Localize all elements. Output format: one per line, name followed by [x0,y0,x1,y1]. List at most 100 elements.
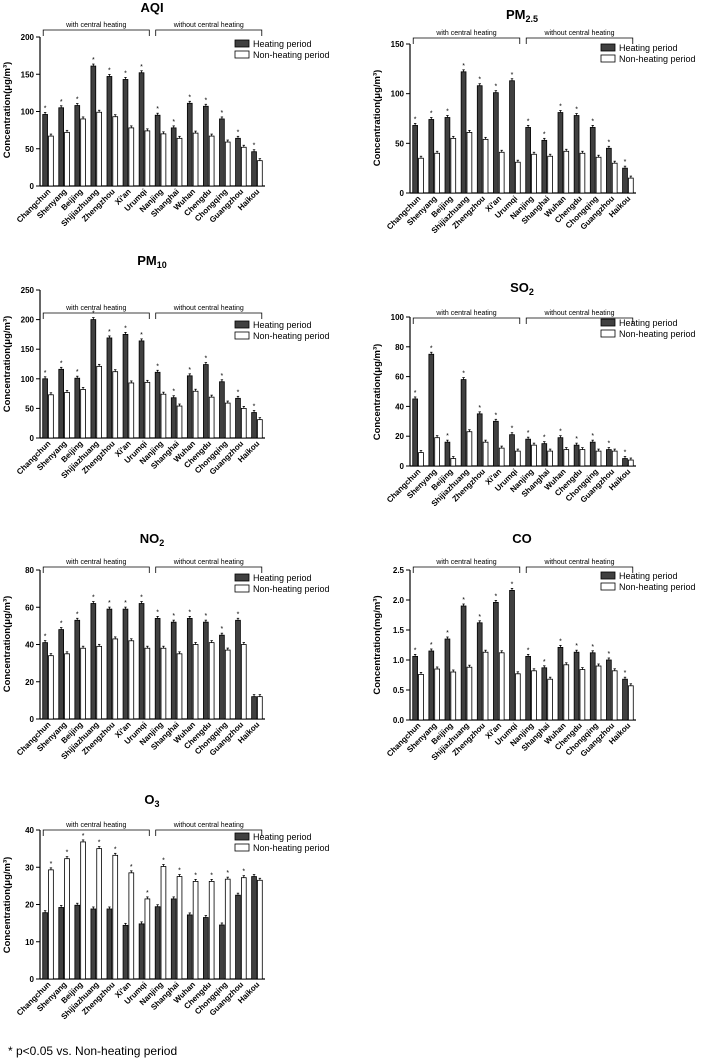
bar-heating-13 [251,696,257,720]
significance-star: * [44,105,47,112]
y-tick-label: 150 [21,345,35,354]
bar-nonheating-12 [611,450,618,467]
bar-heating-3 [460,379,467,467]
significance-star: * [462,63,465,70]
bar-nonheating-0 [418,674,424,721]
chart-title-subscript: 10 [157,260,167,270]
group-bracket-2 [155,566,263,573]
significance-star: * [624,159,627,166]
bar-nonheating-5 [128,382,135,439]
group-bracket-2 [155,312,263,319]
significance-star: * [146,890,149,897]
bar-heating-9 [186,102,193,187]
bar-heating-10 [573,651,580,721]
bar-nonheating-6 [515,673,521,721]
significance-star: * [624,670,627,677]
bar-nonheating-5 [498,652,505,721]
legend-label-2: Non-heating period [253,331,330,341]
chart-title: O3 [144,792,159,809]
legend-swatch-1 [600,318,616,327]
legend-label-2: Non-heating period [253,50,330,60]
bar-nonheating-0 [48,394,54,439]
significance-star: * [140,595,143,602]
significance-star: * [114,846,117,853]
y-tick-label: 100 [21,375,35,384]
y-tick-label: 20 [25,901,34,910]
significance-star: * [511,581,514,588]
significance-star: * [607,441,610,448]
bar-heating-7 [154,114,161,187]
y-axis-label: Concentration(μg/m³) [2,62,13,159]
group-label-1: with central heating [435,30,496,37]
bar-nonheating-7 [160,393,167,439]
significance-star: * [60,99,63,106]
bar-nonheating-3 [96,111,102,187]
group-bracket-2 [525,317,634,324]
significance-star: * [98,840,101,847]
y-tick-label: 0 [30,975,35,984]
bar-heating-4 [476,413,483,467]
legend-label-1: Heating period [253,573,312,583]
bar-heating-5 [122,333,129,439]
y-tick-label: 50 [25,404,34,413]
bar-heating-3 [90,65,97,187]
legend-swatch-2 [600,329,616,338]
y-tick-label: 0.0 [393,716,405,725]
bar-nonheating-3 [96,848,102,980]
legend-swatch-2 [234,331,250,340]
bar-nonheating-6 [515,450,521,467]
significance-star: * [414,390,417,397]
group-label-2: without central heating [173,22,244,29]
bar-nonheating-9 [192,644,199,720]
legend-swatch-2 [600,54,616,63]
bar-nonheating-13 [257,696,263,720]
bar-nonheating-13 [257,419,263,439]
bar-heating-12 [606,449,612,467]
bar-heating-11 [219,634,225,720]
y-axis-label: Concentration(μg/m³) [372,70,383,167]
group-label-2: without central heating [173,305,244,312]
significance-star: * [527,118,530,125]
significance-star: * [156,106,159,113]
bar-heating-7 [525,656,531,721]
legend-swatch-2 [234,50,250,59]
bar-nonheating-0 [418,157,424,194]
chart-title: PM2.5 [506,7,538,24]
significance-star: * [511,72,514,79]
y-tick-label: 30 [25,863,34,872]
significance-star: * [44,370,47,377]
bar-heating-11 [589,127,596,194]
significance-star: * [494,412,497,419]
chart-panel-6: CO Concentration(mg/m³) 0.0 0.5 1.0 1.5 2.0 2.5… [372,531,696,762]
bar-nonheating-11 [595,665,602,721]
bar-heating-10 [573,115,580,194]
significance-star: * [204,356,207,363]
y-axis-label: Concentration(μg/m³) [2,857,13,954]
bar-nonheating-9 [563,150,570,194]
bar-heating-6 [138,603,145,720]
chart-title: CO [512,531,532,546]
bar-nonheating-1 [434,152,440,194]
chart-panel-7: O3Concentration(μg/m³)010203040*Changchu… [2,792,330,1021]
bar-nonheating-9 [563,449,570,467]
significance-star: * [446,630,449,637]
bar-nonheating-11 [595,450,602,467]
bar-heating-2 [74,619,81,720]
chart-title: PM10 [137,253,167,270]
significance-star: * [221,110,224,117]
chart-panel-1: AQIConcentration(μg/m³)050100150200*Chan… [2,0,330,228]
bar-nonheating-12 [240,407,247,439]
significance-star: * [607,651,610,658]
significance-star: * [559,638,562,645]
bar-heating-12 [235,894,241,980]
legend-label-1: Heating period [253,320,312,330]
bar-heating-7 [525,438,531,467]
significance-star: * [237,129,240,136]
bar-heating-10 [203,917,209,980]
bar-nonheating-5 [498,151,505,194]
bar-heating-9 [186,375,193,439]
bar-heating-13 [251,151,257,187]
bar-nonheating-10 [579,449,586,467]
bar-nonheating-10 [208,881,215,980]
bar-heating-13 [622,167,628,194]
